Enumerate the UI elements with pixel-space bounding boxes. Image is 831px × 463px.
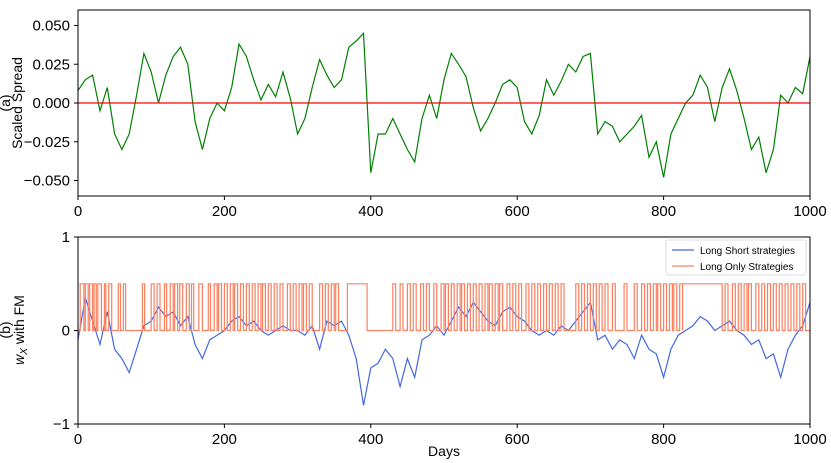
panel-a-x-tick-label: 600: [505, 203, 530, 220]
panel-b-x-tick-label: 400: [358, 431, 383, 448]
panel-a-x-tick-label: 200: [212, 203, 237, 220]
panel-a-x-tick-label: 1000: [793, 203, 826, 220]
panel-a-y-tick-label: 0.050: [32, 18, 70, 35]
panel-a-y-ticks: 0.050 0.025 0.000 −0.025 −0.050: [24, 18, 78, 190]
panel-b-series-line-1: [78, 283, 810, 332]
panel-b-x-tick-label: 0: [74, 431, 82, 448]
legend: Long Short strategies Long Only Strategi…: [665, 239, 807, 276]
panel-a-label: (a): [0, 94, 13, 111]
panel-b-label: (b): [0, 321, 13, 338]
panel-a: 0.050 0.025 0.000 −0.025 −0.050 0 200 400 600 80…: [0, 9, 827, 220]
panel-b-y-ticks: 1 0 −1: [53, 229, 78, 433]
panel-a-ylabel: Scaled Spread: [9, 57, 25, 149]
panel-b-x-tick-label: 1000: [793, 431, 826, 448]
panel-b-ylabel: wX with FM: [11, 295, 30, 365]
panel-a-x-ticks: 0 200 400 600 800 1000: [74, 196, 827, 220]
panel-b-ylabel-rest: with FM: [11, 295, 27, 348]
panel-b-series-line-0: [77, 297, 811, 406]
legend-label-long-only: Long Only Strategies: [700, 262, 793, 273]
panel-a-y-tick-label: −0.050: [24, 173, 70, 190]
legend-box: [665, 239, 807, 276]
panel-b: 10−1 0 200 400 600 800 1000 (b) wX with FM Da…: [0, 229, 827, 459]
panel-b-x-tick-label: 800: [651, 431, 676, 448]
panel-a-y-tick-label: 0.000: [32, 95, 70, 112]
panel-b-xlabel: Days: [428, 443, 460, 459]
panel-b-x-tick-label: 200: [212, 431, 237, 448]
panel-a-x-tick-label: 400: [358, 203, 383, 220]
legend-label-long-short: Long Short strategies: [700, 246, 795, 257]
panel-b-x-ticks: 0 200 400 600 800 1000: [74, 424, 827, 448]
panel-b-y-tick-label: 1: [62, 229, 70, 246]
panel-b-y-tick-label: −1: [53, 416, 70, 433]
panel-b-ylabel-main: w: [11, 354, 27, 365]
panel-b-series: [77, 283, 811, 406]
panel-a-x-tick-label: 0: [74, 203, 82, 220]
panel-a-series: [77, 31, 811, 178]
panel-b-y-tick-label: 0: [62, 323, 70, 340]
panel-b-ylabel-sub: X: [19, 348, 30, 356]
panel-a-x-tick-label: 800: [651, 203, 676, 220]
panel-a-y-tick-label: 0.025: [32, 56, 70, 73]
panel-a-y-tick-label: −0.025: [24, 134, 70, 151]
panel-a-series-line-0: [77, 31, 811, 178]
panel-b-x-tick-label: 600: [505, 431, 530, 448]
